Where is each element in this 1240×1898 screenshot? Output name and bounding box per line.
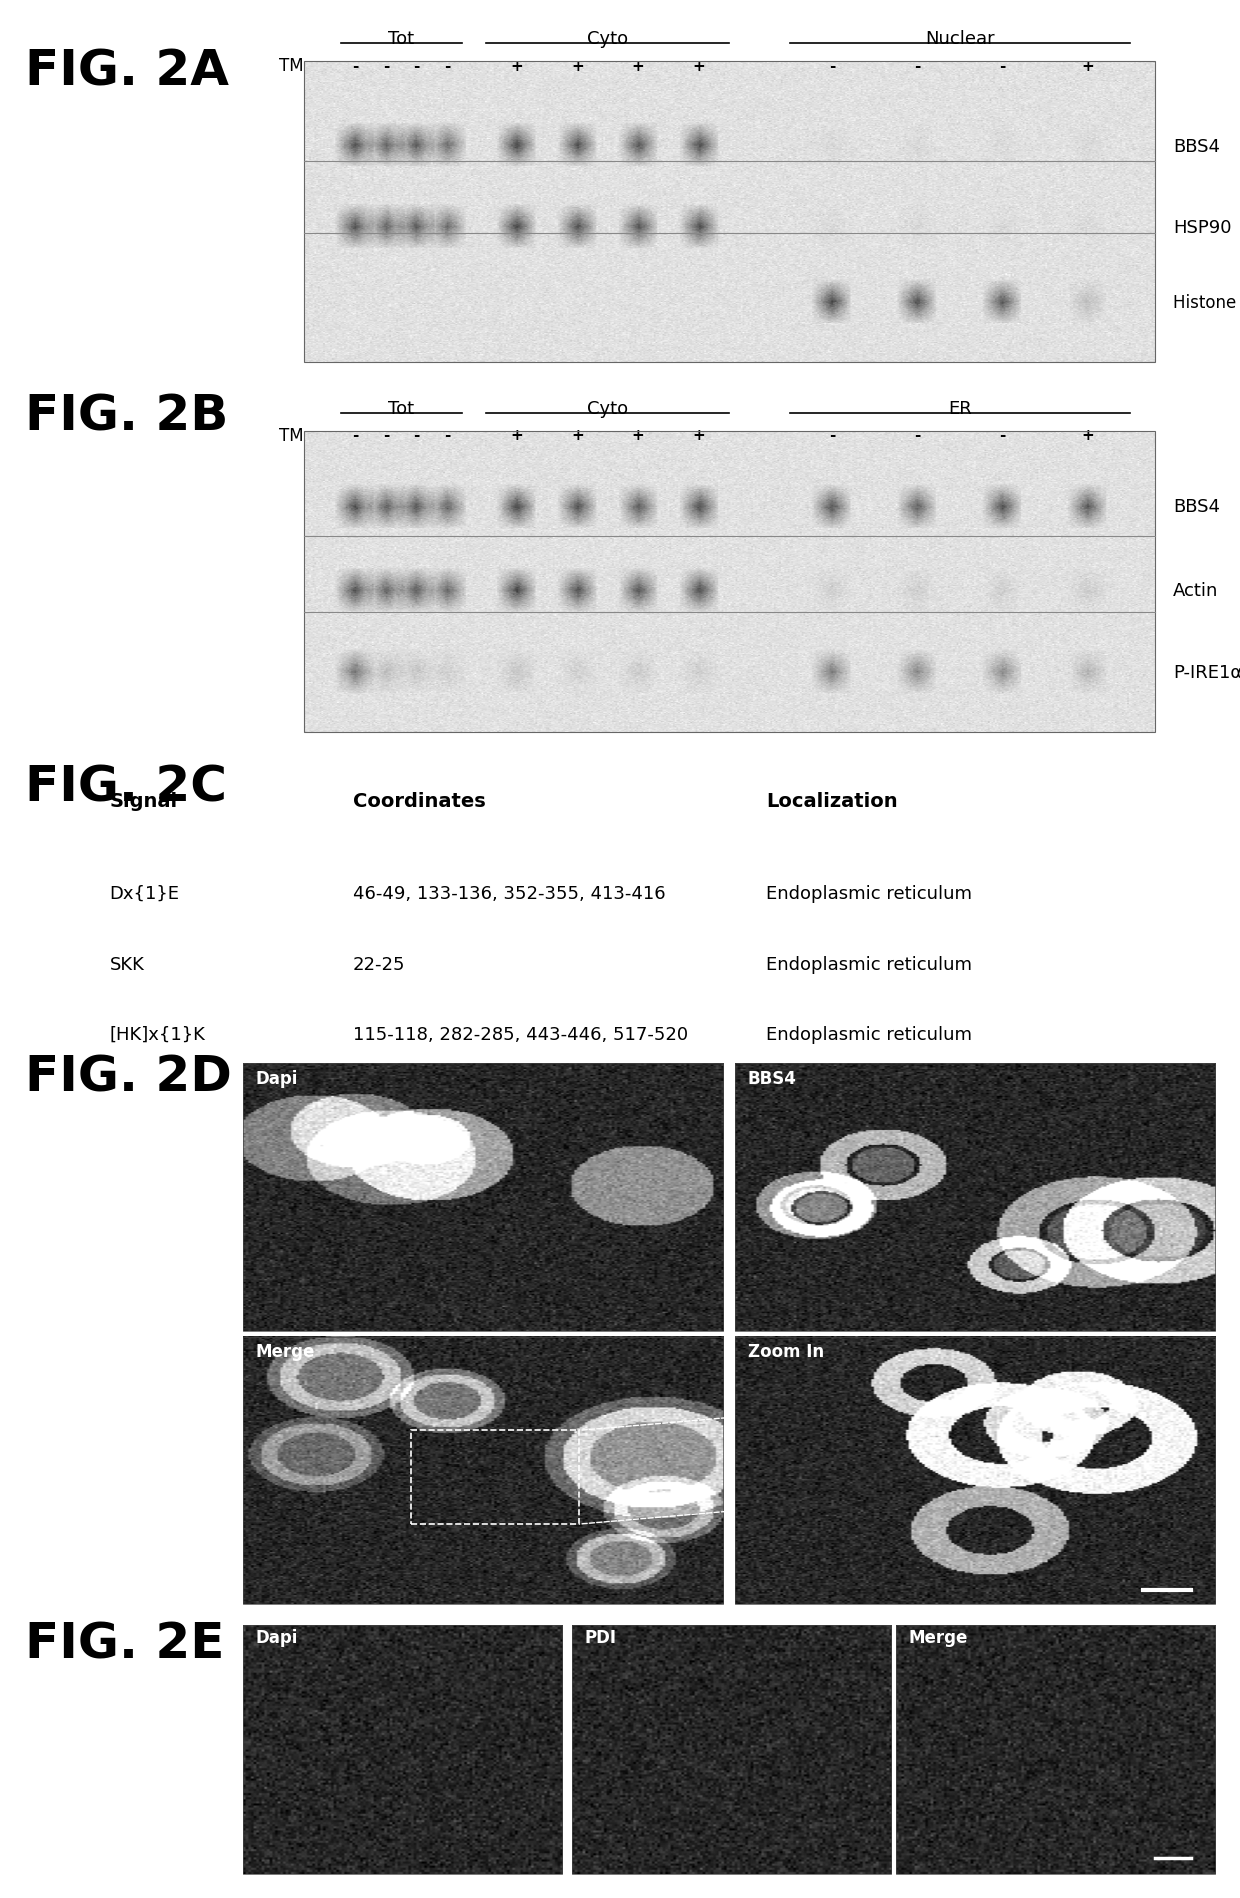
Text: -: - [383,429,389,442]
Bar [735,1336,1215,1604]
Text: [HK]x{1}K: [HK]x{1}K [109,1025,206,1044]
Text: Endoplasmic reticulum: Endoplasmic reticulum [766,1025,972,1044]
Text: 115-118, 282-285, 443-446, 517-520: 115-118, 282-285, 443-446, 517-520 [352,1025,688,1044]
Text: Localization: Localization [766,791,898,810]
Bar [735,1063,1215,1330]
Text: FIG. 2C: FIG. 2C [25,763,227,812]
Text: Dapi: Dapi [255,1069,298,1088]
Text: -: - [915,429,921,442]
Text: Dapi: Dapi [255,1628,298,1646]
Text: P-IRE1α: P-IRE1α [1173,662,1240,681]
Text: Tot: Tot [388,399,414,418]
Text: FIG. 2E: FIG. 2E [25,1621,224,1668]
Text: BBS4: BBS4 [748,1069,796,1088]
Text: Dx{1}E: Dx{1}E [109,884,180,903]
Text: +: + [693,59,706,74]
Bar [412,1431,579,1524]
Text: Actin: Actin [1173,583,1218,600]
Text: -: - [830,429,836,442]
Text: +: + [1081,59,1094,74]
Text: -: - [352,429,358,442]
Text: -: - [413,429,419,442]
Text: TM: TM [279,427,304,444]
Text: Histone H3: Histone H3 [1173,294,1240,311]
Bar [304,433,1154,733]
Text: -: - [444,59,450,74]
Text: Signal: Signal [109,791,177,810]
Text: Zoom In: Zoom In [748,1342,823,1361]
Text: Nuclear: Nuclear [925,30,994,47]
Text: -: - [352,59,358,74]
Text: +: + [572,429,584,442]
Text: Coordinates: Coordinates [352,791,485,810]
Text: Cyto: Cyto [588,30,629,47]
Text: -: - [830,59,836,74]
Text: Merge: Merge [909,1628,967,1646]
Text: -: - [383,59,389,74]
Text: +: + [1081,429,1094,442]
Text: BBS4: BBS4 [1173,497,1220,516]
Text: -: - [444,429,450,442]
Text: +: + [632,429,645,442]
Bar [572,1625,892,1873]
Text: -: - [999,59,1006,74]
Text: Endoplasmic reticulum: Endoplasmic reticulum [766,955,972,974]
Text: PDI: PDI [584,1628,616,1646]
Text: HSP90: HSP90 [1173,218,1231,237]
Text: 46-49, 133-136, 352-355, 413-416: 46-49, 133-136, 352-355, 413-416 [352,884,666,903]
Text: +: + [511,429,523,442]
Text: +: + [511,59,523,74]
Text: Endoplasmic reticulum: Endoplasmic reticulum [766,884,972,903]
Text: -: - [999,429,1006,442]
Bar [243,1063,723,1330]
Text: ER: ER [949,399,972,418]
Text: SKK: SKK [109,955,145,974]
Text: FIG. 2A: FIG. 2A [25,47,228,97]
Bar [243,1336,723,1604]
Text: -: - [413,59,419,74]
Text: Tot: Tot [388,30,414,47]
Text: FIG. 2B: FIG. 2B [25,393,228,440]
Text: 22-25: 22-25 [352,955,405,974]
Text: BBS4: BBS4 [1173,137,1220,156]
Bar [304,63,1154,363]
Text: +: + [632,59,645,74]
Text: TM: TM [279,57,304,76]
Text: Cyto: Cyto [588,399,629,418]
Bar [897,1625,1215,1873]
Text: -: - [915,59,921,74]
Bar [243,1625,563,1873]
Text: +: + [572,59,584,74]
Text: Merge: Merge [255,1342,315,1361]
Text: FIG. 2D: FIG. 2D [25,1053,232,1101]
Text: +: + [693,429,706,442]
